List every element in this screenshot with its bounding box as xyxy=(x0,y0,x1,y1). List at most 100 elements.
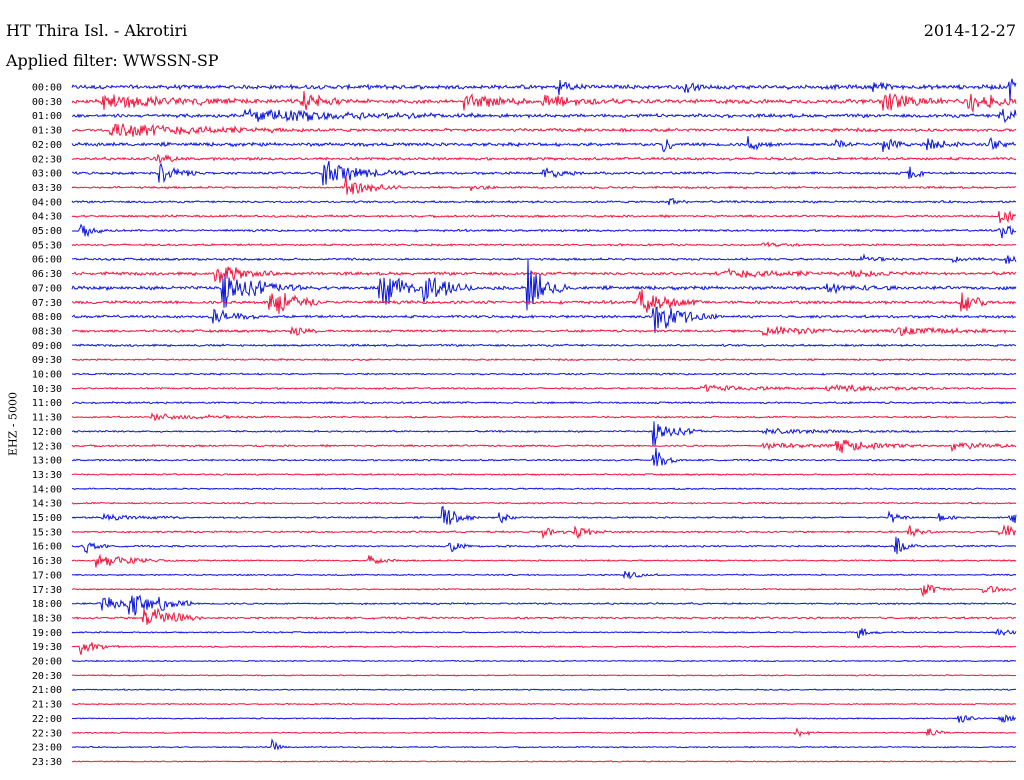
row-time-label: 12:00 xyxy=(32,427,62,438)
row-time-label: 18:00 xyxy=(32,599,62,610)
trace-row-0730 xyxy=(71,289,1017,314)
row-time-label: 22:00 xyxy=(32,714,62,725)
row-time-label: 17:00 xyxy=(32,570,62,581)
row-time-label: 13:30 xyxy=(32,470,62,481)
trace-row-0330 xyxy=(71,175,1017,195)
row-time-label: 02:30 xyxy=(32,154,62,165)
trace-row-0100 xyxy=(71,107,1017,124)
row-time-label: 06:00 xyxy=(32,255,62,266)
row-time-label: 13:00 xyxy=(32,456,62,467)
trace-row-1800 xyxy=(71,594,1017,616)
trace-row-0130 xyxy=(71,123,1017,137)
trace-row-1600 xyxy=(71,536,1017,555)
trace-row-1830 xyxy=(71,607,1017,625)
trace-row-0500 xyxy=(71,223,1017,239)
row-time-label: 00:30 xyxy=(32,97,62,108)
row-time-label: 14:00 xyxy=(32,484,62,495)
row-time-label: 01:30 xyxy=(32,126,62,137)
trace-row-0530 xyxy=(71,241,1017,248)
row-time-label: 07:30 xyxy=(32,298,62,309)
row-time-label: 22:30 xyxy=(32,728,62,739)
row-time-label: 21:30 xyxy=(32,700,62,711)
trace-row-1100 xyxy=(71,400,1017,405)
row-time-label: 19:00 xyxy=(32,628,62,639)
row-time-label: 20:30 xyxy=(32,671,62,682)
row-time-label: 12:30 xyxy=(32,441,62,452)
trace-row-1730 xyxy=(71,583,1017,598)
row-time-label: 14:30 xyxy=(32,499,62,510)
trace-row-0200 xyxy=(71,136,1017,153)
row-time-label: 23:30 xyxy=(32,757,62,768)
trace-row-0400 xyxy=(71,197,1017,206)
trace-row-1530 xyxy=(71,524,1017,540)
row-time-label: 11:30 xyxy=(32,413,62,424)
row-time-label: 16:00 xyxy=(32,542,62,553)
row-time-label: 11:00 xyxy=(32,398,62,409)
trace-row-0630 xyxy=(71,266,1017,283)
trace-row-2300 xyxy=(71,738,1017,751)
trace-row-1900 xyxy=(71,628,1017,639)
filter-label: Applied filter: WWSSN-SP xyxy=(6,51,219,70)
trace-row-1230 xyxy=(71,439,1017,453)
row-time-label: 23:00 xyxy=(32,743,62,754)
row-time-label: 00:00 xyxy=(32,83,62,94)
trace-row-0830 xyxy=(71,325,1017,337)
trace-row-2000 xyxy=(71,659,1017,663)
trace-row-2330 xyxy=(72,760,1017,763)
trace-row-0230 xyxy=(71,153,1017,164)
trace-row-0700 xyxy=(71,259,1017,311)
trace-row-1000 xyxy=(71,372,1017,376)
row-time-label: 04:00 xyxy=(32,197,62,208)
trace-row-2130 xyxy=(71,702,1017,706)
trace-row-2100 xyxy=(71,688,1017,692)
trace-row-0430 xyxy=(71,210,1017,224)
row-time-label: 09:30 xyxy=(32,355,62,366)
row-time-label: 02:00 xyxy=(32,140,62,151)
row-time-label: 10:00 xyxy=(32,370,62,381)
trace-row-2200 xyxy=(71,714,1016,723)
trace-row-1330 xyxy=(72,472,1017,477)
row-time-label: 01:00 xyxy=(32,111,62,122)
trace-row-1200 xyxy=(71,421,1017,446)
row-time-label: 21:00 xyxy=(32,685,62,696)
row-time-label: 09:00 xyxy=(32,341,62,352)
trace-row-0930 xyxy=(72,357,1017,362)
trace-row-0000 xyxy=(71,78,1017,101)
row-time-label: 07:00 xyxy=(32,283,62,294)
trace-row-1300 xyxy=(71,447,1017,467)
trace-row-1400 xyxy=(71,487,1017,491)
row-time-label: 20:00 xyxy=(32,657,62,668)
row-time-label: 03:00 xyxy=(32,169,62,180)
trace-row-1930 xyxy=(71,642,1017,655)
row-time-label: 08:30 xyxy=(32,326,62,337)
row-time-label: 15:00 xyxy=(32,513,62,524)
row-time-label: 08:00 xyxy=(32,312,62,323)
trace-row-0600 xyxy=(71,253,1017,264)
row-time-label: 05:30 xyxy=(32,240,62,251)
trace-row-0800 xyxy=(71,306,1017,334)
row-time-label: 16:30 xyxy=(32,556,62,567)
row-time-label: 05:00 xyxy=(32,226,62,237)
row-time-label: 06:30 xyxy=(32,269,62,280)
trace-row-1030 xyxy=(71,383,1017,393)
trace-row-2230 xyxy=(71,727,1017,738)
row-time-label: 04:30 xyxy=(32,212,62,223)
row-time-label: 19:30 xyxy=(32,642,62,653)
row-time-label: 15:30 xyxy=(32,527,62,538)
trace-row-1500 xyxy=(71,505,1017,525)
row-time-label: 03:30 xyxy=(32,183,62,194)
trace-row-0900 xyxy=(71,343,1016,348)
row-time-label: 17:30 xyxy=(32,585,62,596)
trace-row-1430 xyxy=(71,501,1017,505)
row-time-label: 10:30 xyxy=(32,384,62,395)
station-title: HT Thira Isl. - Akrotiri xyxy=(6,21,188,40)
trace-row-1130 xyxy=(71,412,1017,422)
date-label: 2014-12-27 xyxy=(923,21,1016,40)
trace-row-2030 xyxy=(71,674,1017,677)
trace-row-0300 xyxy=(72,160,1017,186)
trace-row-1630 xyxy=(71,553,1017,568)
trace-row-1700 xyxy=(71,570,1017,580)
trace-row-0030 xyxy=(71,91,1017,113)
row-time-label: 18:30 xyxy=(32,613,62,624)
